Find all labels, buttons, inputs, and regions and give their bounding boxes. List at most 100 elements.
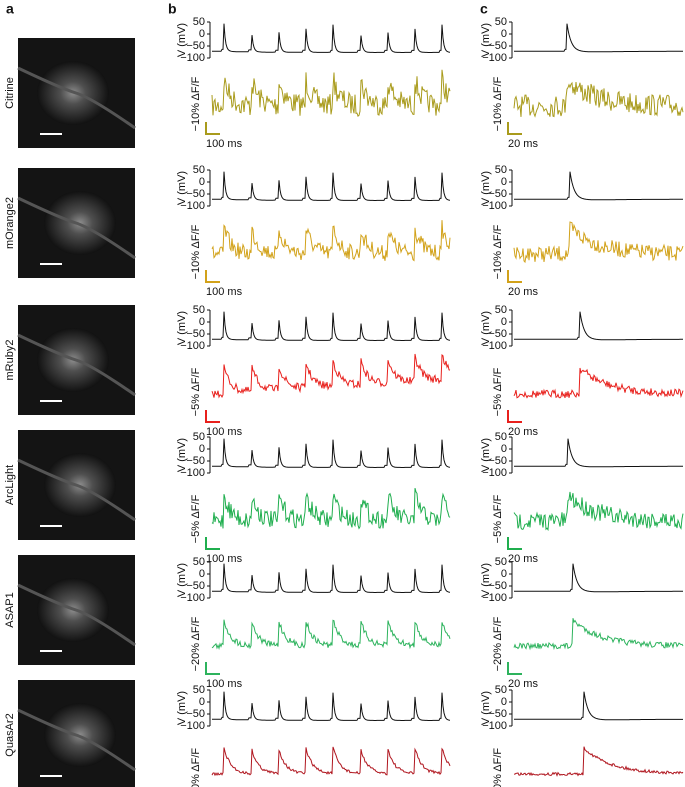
tick-label: −50 xyxy=(186,328,205,340)
fluorescence-trace xyxy=(211,619,451,651)
fluorescence-trace xyxy=(211,746,451,777)
tick-label: −100 xyxy=(180,340,205,352)
tick-label: −100 xyxy=(482,200,507,212)
axis-label: V (mV) xyxy=(480,23,492,57)
tick-label: −50 xyxy=(186,708,205,720)
tick-label: 50 xyxy=(495,304,507,316)
tick-label: −100 xyxy=(180,592,205,604)
tick-label: 0 xyxy=(501,443,507,455)
neurite xyxy=(17,333,136,397)
neurite xyxy=(17,583,136,647)
tick-label: −100 xyxy=(482,340,507,352)
tick-label: −50 xyxy=(186,580,205,592)
tick-label: 50 xyxy=(193,431,205,443)
time-scale-label: 100 ms xyxy=(206,138,243,150)
axis-label: V (mV) xyxy=(480,438,492,472)
axis-label: V (mV) xyxy=(176,691,188,725)
tick-label: 0 xyxy=(501,316,507,328)
time-scale-label: 100 ms xyxy=(206,553,243,565)
fluorescence-trace xyxy=(513,367,684,399)
tick-label: 0 xyxy=(199,176,205,188)
tick-label: 50 xyxy=(495,16,507,28)
voltage-trace xyxy=(212,311,451,341)
fluor-scale-label: −5% ΔF/F xyxy=(492,367,504,416)
row-label: mRuby2 xyxy=(4,340,16,381)
neurite xyxy=(17,196,136,260)
time-scale-label: 20 ms xyxy=(508,426,538,438)
voltage-trace xyxy=(514,438,683,468)
scale-bar xyxy=(507,122,522,135)
fluorescence-trace xyxy=(211,487,451,530)
axis-label: V (mV) xyxy=(480,311,492,345)
scale-bar xyxy=(205,537,220,550)
tick-label: −50 xyxy=(488,580,507,592)
voltage-trace xyxy=(212,171,451,201)
tick-label: −100 xyxy=(180,200,205,212)
tick-label: −100 xyxy=(180,52,205,64)
fluor-scale-label: −5% ΔF/F xyxy=(492,494,504,543)
time-scale-label: 100 ms xyxy=(206,286,243,298)
fluorescence-trace xyxy=(513,221,684,264)
tick-label: 50 xyxy=(193,556,205,568)
fluorescence-trace xyxy=(513,618,684,651)
tick-label: −50 xyxy=(488,455,507,467)
tick-label: 50 xyxy=(193,16,205,28)
scale-bar xyxy=(507,662,522,675)
row-label: ASAP1 xyxy=(4,592,16,627)
tick-label: 0 xyxy=(199,443,205,455)
voltage-trace xyxy=(212,563,451,593)
fluor-scale-label: −5% ΔF/F xyxy=(190,494,202,543)
neurite xyxy=(17,458,136,522)
fluor-scale-label: 20% ΔF/F xyxy=(190,748,202,787)
tick-label: 0 xyxy=(501,28,507,40)
tick-label: 50 xyxy=(495,431,507,443)
tick-label: −50 xyxy=(488,708,507,720)
fluor-scale-label: 20% ΔF/F xyxy=(492,748,504,787)
scale-bar xyxy=(205,122,220,135)
time-scale-label: 20 ms xyxy=(508,678,538,690)
voltage-trace xyxy=(514,171,683,201)
scale-bar xyxy=(507,537,522,550)
row-label: Citrine xyxy=(4,77,16,109)
tick-label: 50 xyxy=(495,556,507,568)
tick-label: 50 xyxy=(193,164,205,176)
fluorescence-trace xyxy=(513,491,684,532)
voltage-trace xyxy=(514,691,683,721)
voltage-trace xyxy=(514,311,683,341)
axis-label: V (mV) xyxy=(176,438,188,472)
tick-label: −100 xyxy=(180,467,205,479)
tick-label: −100 xyxy=(482,720,507,732)
tick-label: −50 xyxy=(488,40,507,52)
axis-label: V (mV) xyxy=(480,691,492,725)
neurite xyxy=(17,66,136,130)
tick-label: −100 xyxy=(482,592,507,604)
tick-label: −100 xyxy=(180,720,205,732)
voltage-trace xyxy=(514,563,683,593)
fluorescence-trace xyxy=(211,69,451,117)
fluor-scale-label: −10% ΔF/F xyxy=(492,224,504,279)
fluor-scale-label: −10% ΔF/F xyxy=(492,76,504,131)
tick-label: −50 xyxy=(186,40,205,52)
tick-label: 0 xyxy=(199,568,205,580)
fluor-scale-label: −5% ΔF/F xyxy=(190,367,202,416)
tick-label: −50 xyxy=(488,188,507,200)
tick-label: −50 xyxy=(186,455,205,467)
panel-label: b xyxy=(168,1,177,17)
scale-bar xyxy=(205,410,220,423)
row-label: QuasAr2 xyxy=(4,713,16,756)
axis-label: V (mV) xyxy=(176,23,188,57)
tick-label: −50 xyxy=(186,188,205,200)
voltage-trace xyxy=(514,23,683,53)
time-scale-label: 20 ms xyxy=(508,286,538,298)
tick-label: 50 xyxy=(193,684,205,696)
fluor-scale-label: −10% ΔF/F xyxy=(190,76,202,131)
axis-label: V (mV) xyxy=(480,171,492,205)
panel-label: a xyxy=(6,1,14,17)
tick-label: −100 xyxy=(482,467,507,479)
tick-label: 50 xyxy=(495,164,507,176)
tick-label: 0 xyxy=(501,568,507,580)
time-scale-label: 20 ms xyxy=(508,553,538,565)
fluorescence-trace xyxy=(514,746,684,777)
tick-label: 50 xyxy=(495,684,507,696)
